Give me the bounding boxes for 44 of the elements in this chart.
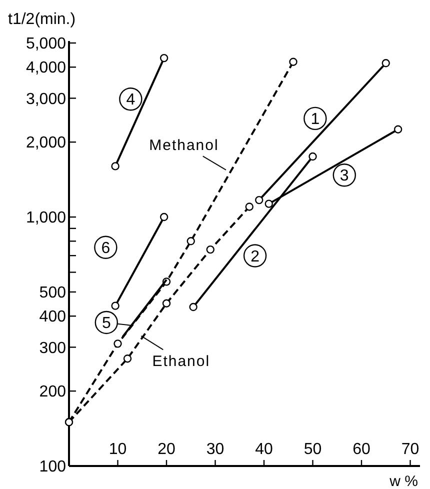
y-tick-label: 300 [39,340,66,357]
y-axis-title: t1/2(min.) [8,11,76,28]
point [162,299,171,308]
point [289,58,298,66]
y-tick-label: 500 [39,284,66,302]
y-tick-label: 200 [39,384,66,401]
series-label: Methanol [149,137,219,154]
point [245,202,254,211]
series-label: 6 [101,240,110,258]
x-tick-label: 40 [255,441,273,458]
point [160,212,168,222]
point [308,152,317,161]
x-tick-label: 50 [304,441,322,458]
series-label: 4 [126,92,136,109]
point [206,245,214,254]
y-tick-label: 400 [39,308,66,326]
point [394,125,402,134]
point [114,340,122,348]
series-label: Ethanol [152,353,210,370]
point [111,302,120,310]
y-tick-label: 5,000 [26,36,66,53]
point [186,237,195,246]
point [189,302,198,312]
point [382,59,390,68]
point [123,354,132,363]
x-axis-title: w % [388,473,418,489]
y-tick-label: 2,000 [26,134,66,152]
y-tick-label: 1,000 [26,210,66,227]
point [255,196,264,204]
point [264,200,273,208]
series-label: 1 [310,111,320,128]
y-tick-label: 4,000 [26,60,66,77]
x-tick-label: 60 [352,441,370,458]
x-tick-label: 70 [401,441,420,458]
legend-label: 5 [102,315,111,332]
series-label: 3 [340,168,349,185]
point [111,162,120,170]
x-tick-label: 20 [158,441,176,458]
point [160,54,168,62]
series-label: 2 [250,248,260,266]
y-tick-label: 3,000 [26,90,66,108]
x-tick-label: 10 [108,441,127,458]
y-tick-label: 100 [39,458,66,476]
x-tick-label: 30 [206,441,224,458]
